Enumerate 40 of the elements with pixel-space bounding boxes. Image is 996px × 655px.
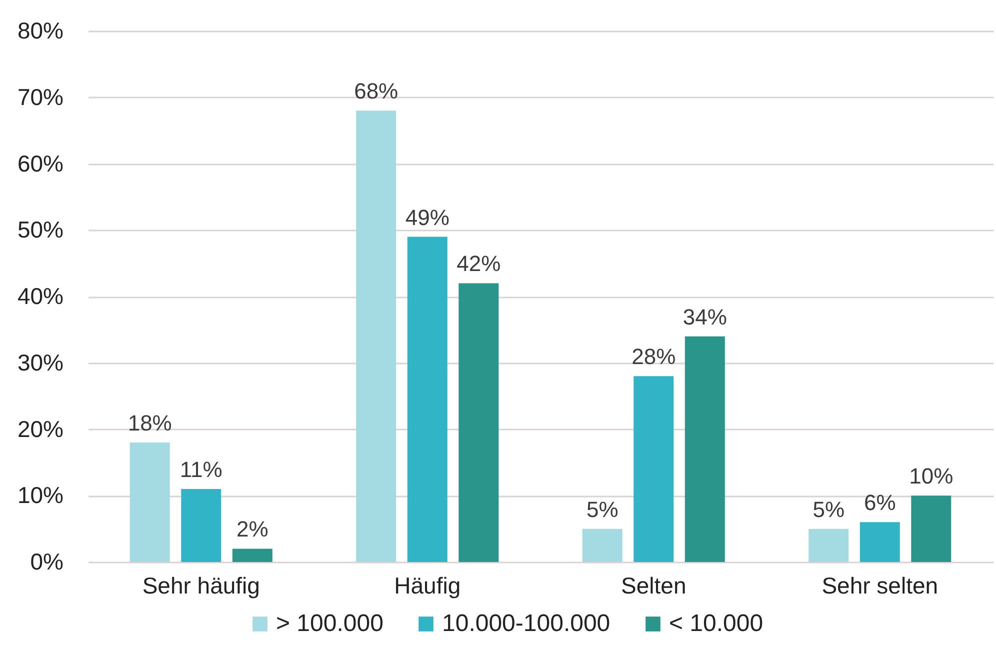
bar: [860, 522, 900, 562]
bar: [634, 376, 674, 562]
data-label: 6%: [864, 490, 896, 516]
bar: [232, 548, 272, 562]
x-tick-label: Sehr häufig: [142, 572, 260, 598]
bar: [407, 236, 448, 562]
x-tick-label: Häufig: [394, 572, 461, 598]
y-tick-label: 20%: [17, 416, 64, 442]
bar: [458, 283, 499, 562]
bar: [911, 496, 952, 562]
legend-label: < 10.000: [669, 610, 764, 637]
data-label: 11%: [180, 456, 222, 482]
legend-label: > 100.000: [276, 610, 384, 637]
x-tick-label: Sehr selten: [822, 572, 938, 598]
data-label: 28%: [632, 344, 676, 370]
y-tick-label: 40%: [17, 283, 64, 309]
bar: [181, 488, 222, 562]
data-label: 49%: [405, 204, 450, 230]
y-tick-label: 30%: [17, 349, 64, 376]
bar: [684, 336, 725, 562]
y-tick-label: 10%: [17, 482, 64, 508]
bar: [356, 110, 396, 562]
data-label: 5%: [586, 496, 618, 522]
y-tick-label: 80%: [17, 18, 64, 44]
legend-label: 10.000-100.000: [442, 610, 610, 637]
bar: [582, 528, 622, 562]
data-label: 34%: [682, 304, 727, 330]
data-label: 5%: [812, 496, 844, 522]
y-tick-label: 60%: [17, 150, 64, 176]
x-tick-label: Selten: [621, 572, 686, 598]
data-label: 10%: [909, 464, 954, 489]
y-tick-label: 0%: [30, 548, 64, 574]
y-tick-label: 70%: [17, 84, 64, 110]
data-label: 42%: [456, 251, 501, 276]
bar: [130, 442, 170, 562]
data-label: 18%: [128, 410, 172, 436]
y-tick-label: 50%: [17, 216, 64, 243]
data-label: 2%: [236, 516, 268, 542]
data-label: 68%: [354, 78, 398, 104]
bar: [808, 528, 849, 562]
